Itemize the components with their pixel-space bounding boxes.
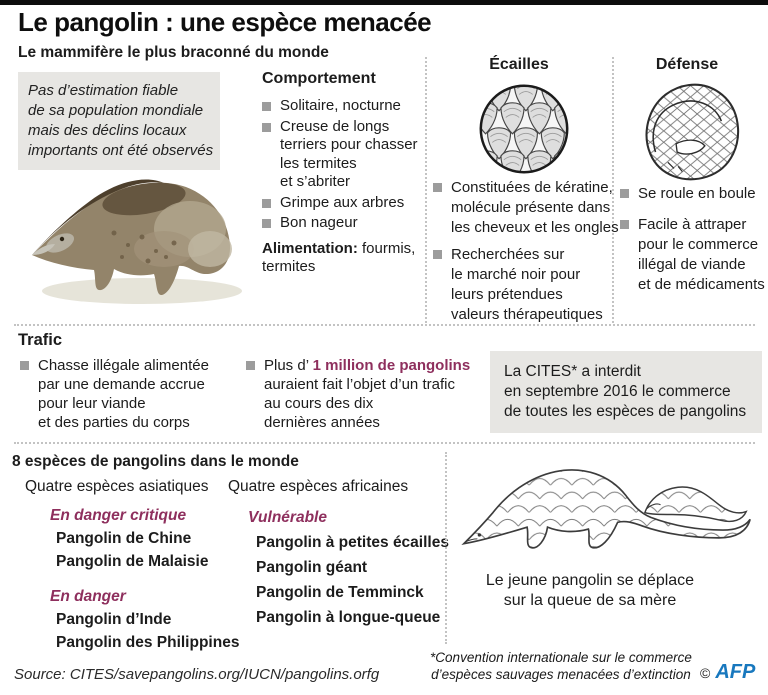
scales-bullet: Constituées de kératine, molécule présen… [433, 178, 619, 238]
status-endangered: En danger [50, 588, 126, 605]
page-title: Le pangolin : une espèce menacée [18, 7, 432, 37]
behavior-section: Comportement Solitaire, nocturne Creuse … [262, 70, 430, 277]
square-bullet-icon [262, 102, 271, 111]
traffic-bullet: Plus d’ 1 million de pangolins auraient … [246, 356, 486, 432]
square-bullet-icon [433, 183, 442, 192]
species-item: Pangolin géant [256, 559, 368, 576]
curled-pangolin-illustration [645, 83, 739, 181]
square-bullet-icon [433, 250, 442, 259]
traffic-heading: Trafic [18, 331, 63, 349]
defense-heading: Défense [655, 56, 719, 73]
species-item: Pangolin des Philippines [56, 634, 240, 651]
scales-heading: Écailles [489, 56, 549, 73]
asian-species-label: Quatre espèces asiatiques [25, 478, 209, 495]
species-item: Pangolin d’Inde [56, 611, 172, 628]
afp-logo: AFP [715, 661, 756, 683]
defense-bullet: Facile à attraper pour le commerce illég… [620, 215, 768, 295]
square-bullet-icon [620, 220, 629, 229]
behavior-heading: Comportement [262, 70, 376, 87]
status-critically-endangered: En danger critique [50, 507, 187, 524]
population-note-box: Pas d’estimation fiable de sa population… [18, 72, 220, 170]
african-species-column: Quatre espèces africaines Vulnérable Pan… [228, 477, 449, 627]
traffic-bullet: Chasse illégale alimentée par une demand… [20, 356, 260, 432]
square-bullet-icon [246, 361, 255, 370]
top-black-bar [0, 0, 768, 5]
diet-note: Alimentation: fourmis, termites [262, 239, 416, 276]
scales-bullet: Recherchées sur le marché noir pour leur… [433, 245, 617, 325]
column-divider [425, 57, 427, 323]
mother-baby-caption: Le jeune pangolin se déplace sur la queu… [485, 572, 695, 609]
behavior-bullet: Creuse de longs terriers pour chasser le… [262, 118, 430, 192]
behavior-bullet: Solitaire, nocturne [262, 97, 430, 116]
species-item: Pangolin de Chine [56, 530, 192, 547]
species-item: Pangolin à petites écailles [256, 534, 449, 551]
square-bullet-icon [262, 219, 271, 228]
section-divider [14, 442, 755, 444]
afp-credit: © AFP [700, 661, 755, 684]
scales-section: Constituées de kératine, molécule présen… [433, 178, 619, 327]
square-bullet-icon [20, 361, 29, 370]
column-divider [612, 57, 614, 323]
defense-bullet: Se roule en boule [620, 184, 768, 204]
square-bullet-icon [262, 198, 271, 208]
source-credit: Source: CITES/savepangolins.org/IUCN/pan… [14, 666, 380, 683]
status-vulnerable: Vulnérable [248, 509, 327, 526]
traffic-million-text: Plus d’ 1 million de pangolins auraient … [264, 357, 471, 431]
section-divider [14, 324, 755, 326]
mother-baby-pangolin-illustration [461, 469, 751, 549]
page-subtitle: Le mammifère le plus braconné du monde [18, 44, 329, 61]
cites-ban-box: La CITES* a interdit en septembre 2016 l… [490, 351, 762, 433]
million-highlight: 1 million de pangolins [312, 357, 471, 374]
pangolin-watercolor-illustration [32, 179, 242, 304]
species-item: Pangolin à longue-queue [256, 609, 441, 626]
species-heading: 8 espèces de pangolins dans le monde [12, 453, 299, 470]
square-bullet-icon [620, 189, 629, 198]
behavior-bullet: Grimpe aux arbres [262, 194, 430, 213]
species-item: Pangolin de Malaisie [56, 553, 209, 570]
square-bullet-icon [262, 122, 271, 132]
column-divider [445, 452, 447, 644]
behavior-bullet: Bon nageur [262, 214, 430, 233]
species-item: Pangolin de Temminck [256, 584, 424, 601]
copyright-icon: © [700, 664, 711, 681]
cites-footnote: *Convention internationale sur le commer… [430, 650, 692, 682]
african-species-label: Quatre espèces africaines [228, 478, 409, 495]
scales-close-up-illustration [479, 84, 569, 174]
asian-species-column: Quatre espèces asiatiques En danger crit… [25, 477, 239, 652]
defense-section: Se roule en boule Facile à attraper pour… [620, 184, 768, 297]
